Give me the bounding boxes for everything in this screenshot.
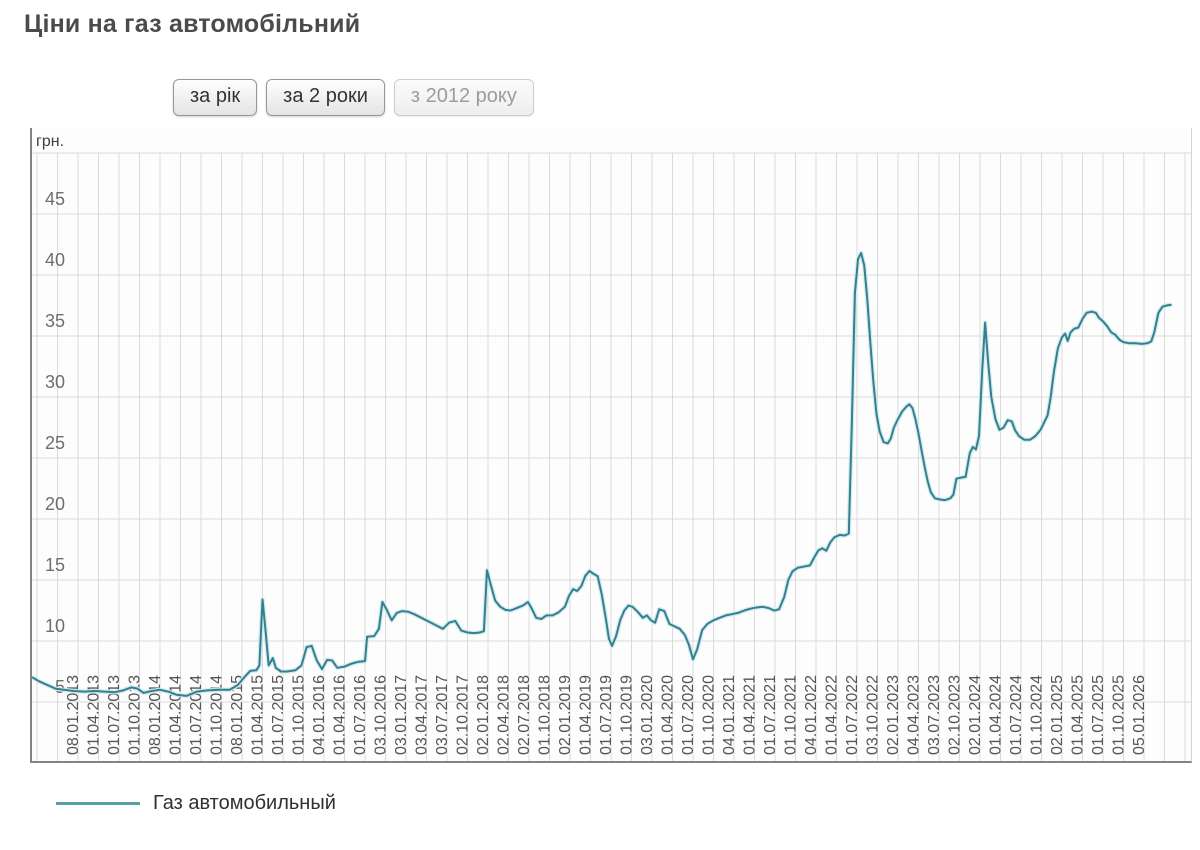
x-tick-label: 02.01.2023	[885, 675, 902, 755]
y-tick-label: 40	[45, 250, 65, 270]
x-tick-label: 01.07.2021	[762, 675, 779, 755]
x-tick-label: 01.07.2020	[680, 675, 697, 755]
range-button-since-2012[interactable]: з 2012 року	[393, 79, 534, 116]
y-axis-unit: грн.	[36, 133, 64, 150]
x-tick-label: 02.01.2019	[557, 675, 574, 755]
x-tick-label: 01.04.2024	[988, 675, 1005, 755]
x-tick-label: 01.04.2016	[332, 675, 349, 755]
x-tick-label: 01.04.2021	[742, 675, 759, 755]
x-tick-label: 02.01.2024	[967, 675, 984, 755]
y-tick-label: 10	[45, 616, 65, 636]
x-tick-label: 03.01.2017	[393, 675, 410, 755]
x-tick-label: 08.01.2014	[147, 675, 164, 755]
x-tick-label: 01.07.2014	[188, 675, 205, 755]
chart-legend: Газ автомобильный	[56, 792, 336, 815]
x-tick-label: 03.10.2022	[865, 675, 882, 755]
x-tick-label: 01.04.2022	[824, 675, 841, 755]
x-tick-label: 01.10.2021	[783, 675, 800, 755]
page-title: Ціни на газ автомобільний	[24, 10, 361, 38]
x-tick-label: 01.07.2025	[1090, 675, 1107, 755]
x-tick-label: 01.10.2015	[291, 675, 308, 755]
x-tick-label: 08.01.2013	[65, 675, 82, 755]
x-tick-label: 04.01.2021	[721, 675, 738, 755]
x-tick-label: 01.07.2016	[352, 675, 369, 755]
x-tick-label: 03.10.2016	[373, 675, 390, 755]
y-tick-label: 35	[45, 311, 65, 331]
x-tick-label: 04.01.2016	[311, 675, 328, 755]
x-tick-label: 03.07.2023	[926, 675, 943, 755]
range-button-2years[interactable]: за 2 роки	[266, 79, 385, 116]
x-tick-label: 01.10.2019	[619, 675, 636, 755]
x-tick-label: 05.01.2026	[1131, 675, 1148, 755]
x-tick-label: 02.10.2023	[947, 675, 964, 755]
legend-series-label: Газ автомобильный	[153, 792, 336, 814]
x-tick-label: 01.07.2024	[1008, 675, 1025, 755]
x-tick-label: 01.07.2022	[844, 675, 861, 755]
x-tick-label: 01.04.2025	[1070, 675, 1087, 755]
x-tick-label: 01.04.2015	[250, 675, 267, 755]
x-tick-label: 01.10.2018	[537, 675, 554, 755]
x-tick-label: 02.01.2025	[1049, 675, 1066, 755]
series-line-halo	[32, 250, 1173, 699]
x-tick-label: 04.01.2022	[803, 675, 820, 755]
x-tick-label: 08.01.2015	[229, 675, 246, 755]
x-tick-label: 01.10.2025	[1111, 675, 1128, 755]
x-tick-label: 03.07.2017	[434, 675, 451, 755]
x-tick-label: 02.10.2017	[455, 675, 472, 755]
x-tick-label: 01.04.2013	[86, 675, 103, 755]
x-tick-label: 02.01.2018	[475, 675, 492, 755]
x-tick-label: 01.07.2013	[106, 675, 123, 755]
x-tick-label: 03.01.2020	[639, 675, 656, 755]
x-tick-label: 01.10.2024	[1029, 675, 1046, 755]
x-tick-label: 02.07.2018	[516, 675, 533, 755]
y-tick-label: 20	[45, 494, 65, 514]
x-tick-label: 01.04.2014	[168, 675, 185, 755]
x-tick-label: 01.07.2019	[598, 675, 615, 755]
x-tick-label: 04.04.2023	[906, 675, 923, 755]
legend-line-sample	[56, 802, 140, 805]
x-tick-label: 01.04.2020	[660, 675, 677, 755]
x-tick-label: 01.04.2019	[578, 675, 595, 755]
price-chart: грн. 45 40 35 30 25 20 15 10 5 08.01.2013 01.04.201…	[30, 128, 1192, 763]
series-line	[32, 252, 1172, 697]
x-tick-label: 01.10.2014	[209, 675, 226, 755]
range-button-year[interactable]: за рік	[173, 79, 258, 116]
x-tick-label: 02.04.2018	[496, 675, 513, 755]
x-tick-label: 01.10.2020	[701, 675, 718, 755]
x-tick-label: 01.07.2015	[270, 675, 287, 755]
range-toolbar: за рік за 2 роки з 2012 року	[173, 79, 534, 116]
y-tick-label: 15	[45, 555, 65, 575]
y-tick-label: 30	[45, 372, 65, 392]
y-tick-label: 45	[45, 189, 65, 209]
x-tick-label: 01.10.2013	[127, 675, 144, 755]
y-tick-label: 25	[45, 433, 65, 453]
x-tick-label: 03.04.2017	[414, 675, 431, 755]
